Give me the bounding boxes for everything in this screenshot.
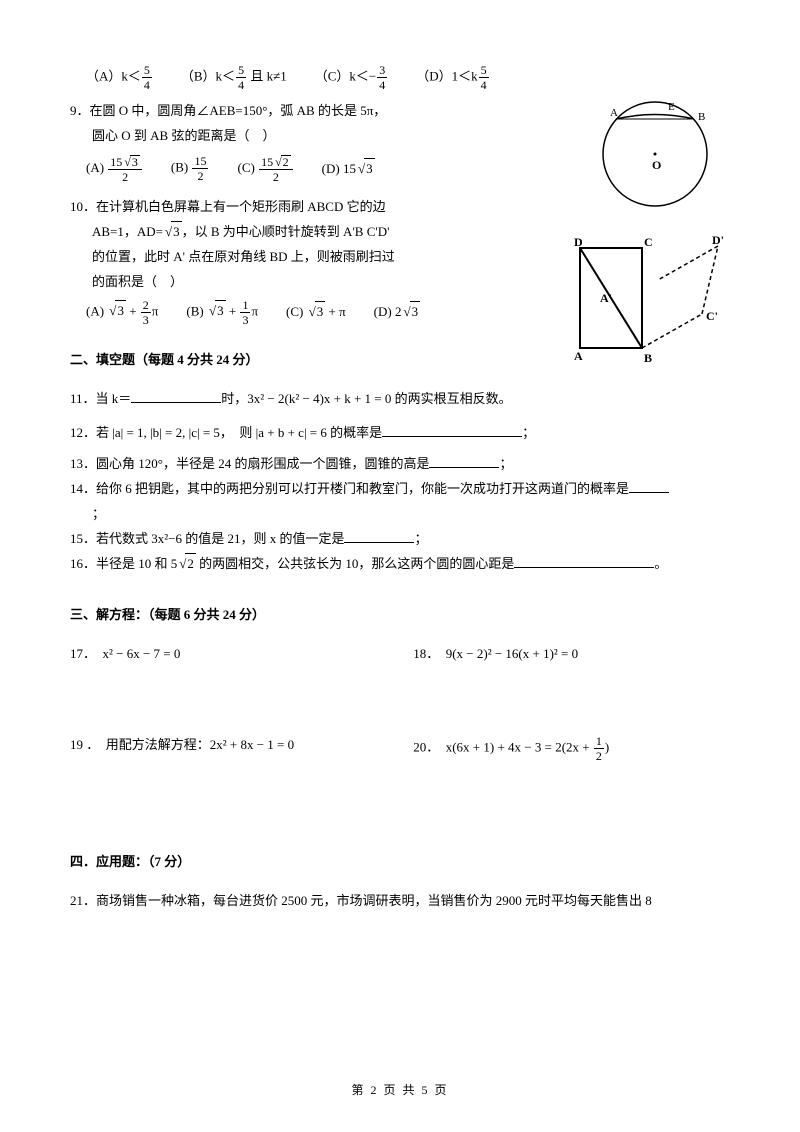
label-A: A <box>610 107 618 119</box>
label-O: O <box>652 158 661 172</box>
q11: 11．当 k＝时，3x² − 2(k² − 4)x + k + 1 = 0 的两… <box>70 389 730 410</box>
q17: 17． x² − 6x − 7 = 0 <box>70 644 400 665</box>
label-E: E <box>668 101 675 113</box>
q9-opt-d: (D) 153 <box>322 158 375 180</box>
q15: 15．若代数式 3x²−6 的值是 21，则 x 的值一定是； <box>70 529 730 550</box>
q21: 21．商场销售一种冰箱，每台进货价 2500 元，市场调研表明，当销售价为 29… <box>70 891 730 912</box>
q19: 19 ． 用配方法解方程：2x² + 8x − 1 = 0 <box>70 735 400 762</box>
label-Dp: D' <box>712 233 724 247</box>
q10-opt-d: (D) 23 <box>374 301 420 323</box>
q16: 16．半径是 10 和 52 的两圆相交，公共弦长为 10，那么这两个圆的圆心距… <box>70 553 730 575</box>
q8-opt-b: （B）k＜54 且 k≠1 <box>181 64 287 91</box>
q20: 20． x(6x + 1) + 4x − 3 = 2(2x + 12) <box>413 735 730 762</box>
q8-opt-d: （D）1＜k54 <box>416 64 489 91</box>
q19-q20-row: 19 ． 用配方法解方程：2x² + 8x − 1 = 0 20． x(6x +… <box>70 735 730 762</box>
q18: 18． 9(x − 2)² − 16(x + 1)² = 0 <box>413 644 730 665</box>
label-A: A <box>574 349 583 363</box>
label-B: B <box>698 111 705 123</box>
q14-tail: ； <box>92 504 730 525</box>
q8-opt-c: （C）k＜−34 <box>315 64 389 91</box>
figure-rect: A B C D A' C' D' <box>560 228 730 373</box>
section3-title: 三、解方程：（每题 6 分共 24 分） <box>70 605 730 626</box>
q9-opt-a: (A) 1532 <box>86 155 143 183</box>
q8-opt-a: （A）k＜54 <box>86 64 153 91</box>
q17-q18-row: 17． x² − 6x − 7 = 0 18． 9(x − 2)² − 16(x… <box>70 644 730 665</box>
q9-opt-b: (B) 152 <box>171 155 210 182</box>
label-Cp: C' <box>706 309 718 323</box>
q12: 12．若 |a| = 1, |b| = 2, |c| = 5， 则 |a + b… <box>70 423 730 444</box>
label-C: C <box>644 235 653 249</box>
label-D: D <box>574 235 583 249</box>
label-Ap: A' <box>600 291 612 305</box>
q9-opt-c: (C) 1522 <box>237 155 293 183</box>
q10-opt-b: (B) 3 + 13π <box>186 299 258 326</box>
section4-title: 四．应用题：（7 分） <box>70 852 730 873</box>
page-footer: 第 2 页 共 5 页 <box>0 1081 800 1098</box>
label-B: B <box>644 351 652 365</box>
q13: 13．圆心角 120°，半径是 24 的扇形围成一个圆锥，圆锥的高是； <box>70 454 730 475</box>
q14: 14．给你 6 把钥匙，其中的两把分别可以打开楼门和教室门，你能一次成功打开这两… <box>70 479 730 500</box>
q10-opt-a: (A) 3 + 23π <box>86 299 158 326</box>
figure-circle: A E B O <box>590 84 720 219</box>
q10-opt-c: (C) 3 + π <box>286 301 346 323</box>
